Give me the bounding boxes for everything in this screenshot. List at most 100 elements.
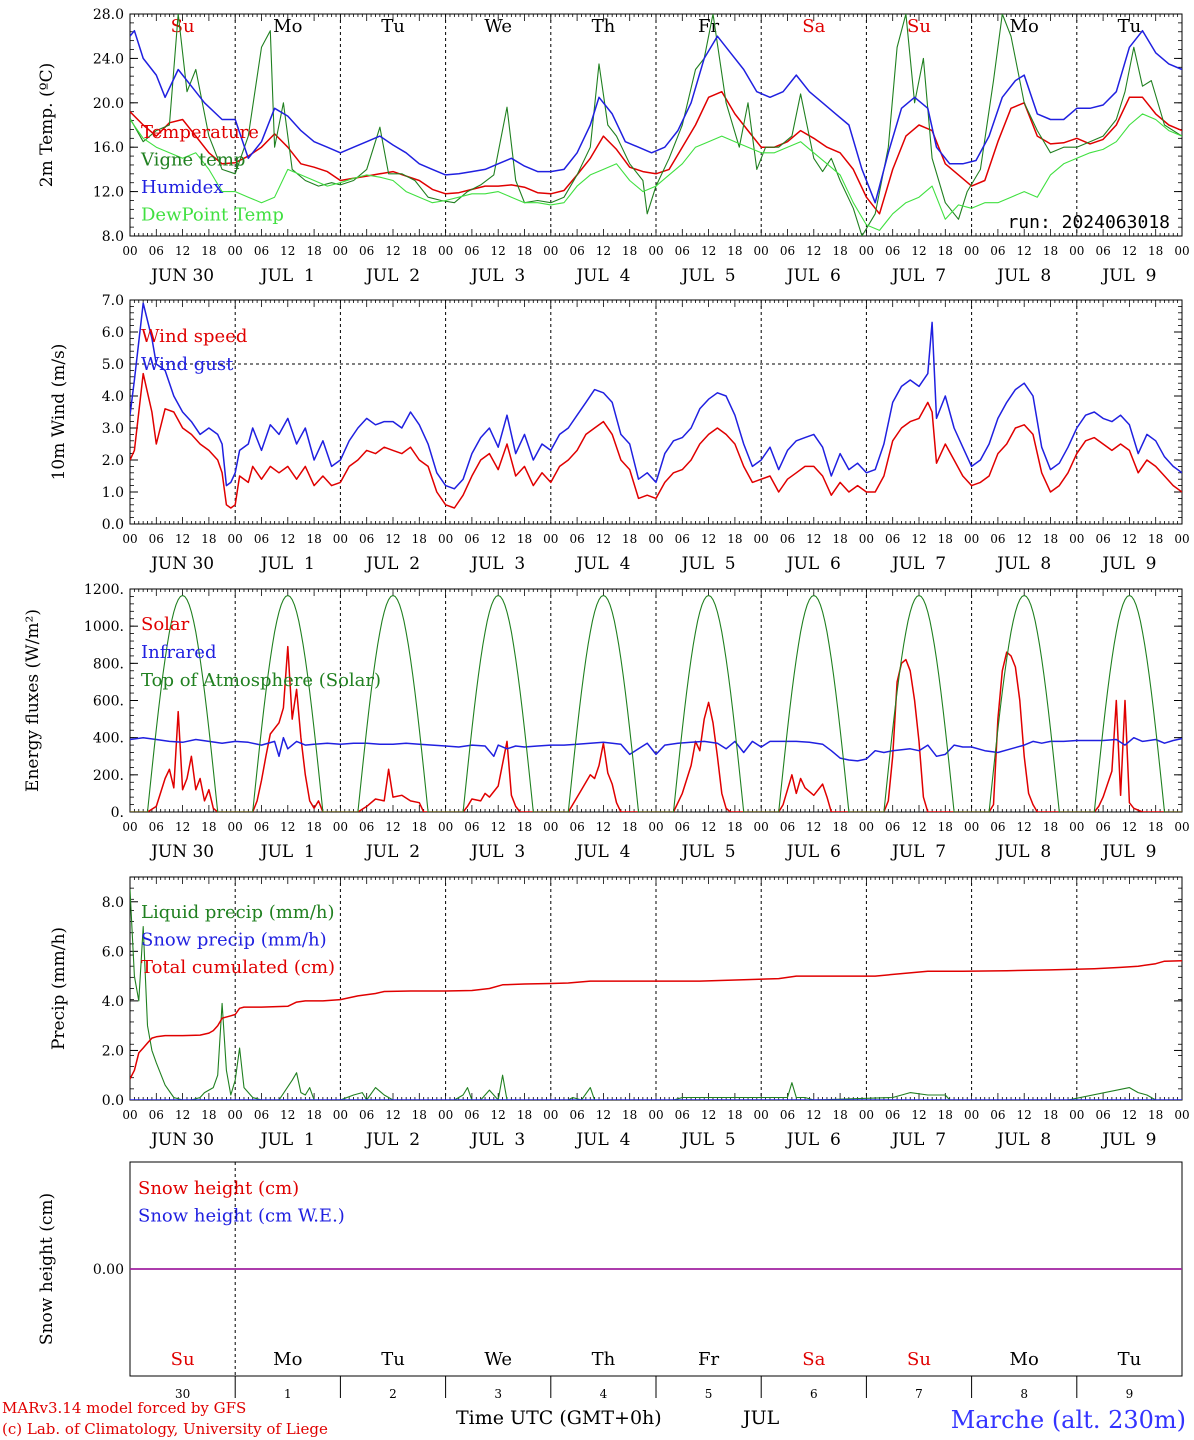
hour-label: 00 [1174,532,1189,546]
date-label: JUL 4 [574,1130,630,1150]
hour-label: 12 [596,820,611,834]
day-number: 1 [284,1387,292,1401]
series-group [130,594,1182,812]
hour-label: 12 [1017,820,1032,834]
y-tick-label: 5.0 [102,357,124,373]
hour-label: 00 [228,532,243,546]
hour-label: 12 [1122,1108,1137,1122]
hour-label: 00 [1069,820,1084,834]
y-tick-label: 1000. [84,619,124,635]
y-tick-label: 0.0 [102,1093,124,1109]
hour-label: 18 [832,244,847,258]
panel-2: 0.0 1.0 2.0 3.0 4.0 5.0 6.0 7.0 10m Wind (m/s) 00… [49,293,1190,574]
hour-label: 12 [1017,1108,1032,1122]
y-axis-label: Snow height (cm) [37,1193,57,1345]
hour-label: 00 [859,820,874,834]
hour-label: 12 [1122,244,1137,258]
hour-label: 12 [806,820,821,834]
y-tick-label: 1200. [84,582,124,598]
legend-infrared: Infrared [141,642,216,663]
date-label: JUN 30 [149,1130,214,1150]
hour-label: 06 [569,1108,584,1122]
hour-label: 06 [885,532,900,546]
hour-label: 18 [201,244,216,258]
lab-credit: (c) Lab. of Climatology, University of L… [2,1420,328,1438]
y-tick-label: 20.0 [93,96,124,112]
hour-label: 00 [333,244,348,258]
hour-label: 00 [1174,1108,1189,1122]
hour-label: 12 [385,1108,400,1122]
y-tick-label: 8.0 [102,895,124,911]
hour-label: 00 [543,532,558,546]
hour-label: 12 [596,1108,611,1122]
hour-label: 06 [359,532,374,546]
hour-label: 00 [543,244,558,258]
panel-1: 8.0 12.0 16.0 20.0 24.0 28.0 2m Temp. (ºC) 00 06… [37,7,1190,286]
y-tick-label: 16.0 [93,140,124,156]
hour-label: 18 [306,1108,321,1122]
run-label: run: 2024063018 [1007,212,1170,233]
hour-label: 06 [254,820,269,834]
hour-label: 18 [517,244,532,258]
panel-4: 0.0 2.0 4.0 6.0 8.0 Precip (mm/h) 00 06 12 18 JUN … [49,876,1190,1150]
date-label: JUL 5 [680,554,736,574]
y-tick-label: 0.0 [102,517,124,533]
hour-label: 00 [122,820,137,834]
hour-label: 00 [1069,244,1084,258]
hour-label: 06 [1095,244,1110,258]
hour-label: 12 [491,244,506,258]
panel-3: 0. 200. 400. 600. 800. 1000. 1200. Energy fluxe… [23,582,1190,862]
day-name: Fr [698,1349,719,1370]
hour-label: 12 [385,820,400,834]
y-axis-label: Energy fluxes (W/m²) [23,609,43,792]
series-group [130,14,1182,236]
hour-label: 18 [727,244,742,258]
day-name: Su [171,16,195,37]
hour-label: 12 [280,532,295,546]
series-humidex [130,29,1182,204]
date-label: JUL 6 [785,554,841,574]
hour-label: 12 [175,1108,190,1122]
legend-snow-height-cm: Snow height (cm) [138,1178,299,1199]
day-name: Sa [802,16,825,37]
y-axis-label: 2m Temp. (ºC) [37,63,57,188]
legend-temperature: Temperature [141,122,259,143]
hour-label: 00 [648,532,663,546]
hour-label: 00 [438,244,453,258]
hour-label: 06 [254,244,269,258]
hour-label: 06 [254,532,269,546]
hour-label: 12 [911,244,926,258]
day-number: 4 [600,1387,608,1401]
hour-label: 00 [333,532,348,546]
hour-label: 00 [859,1108,874,1122]
hour-label: 12 [701,1108,716,1122]
hour-label: 00 [122,1108,137,1122]
hour-label: 18 [412,244,427,258]
hour-label: 06 [675,532,690,546]
legend-wind-speed: Wind speed [141,326,247,347]
y-tick-label: 200. [93,768,124,784]
hour-label: 06 [885,1108,900,1122]
hour-label: 00 [122,532,137,546]
hour-label: 00 [648,820,663,834]
panels: 8.012.016.020.024.028.02m Temp. (ºC)00 06… [23,7,1190,1401]
series-top-of-atmosphere-solar [130,594,1182,812]
hour-label: 18 [832,1108,847,1122]
month-label: JUL [741,1407,780,1429]
hour-label: 06 [569,244,584,258]
legend-dewpoint-temp: DewPoint Temp [141,205,284,226]
hour-label: 18 [622,244,637,258]
day-name: Mo [1010,16,1039,37]
y-tick-label: 4.0 [102,389,124,405]
y-tick-label: 2.0 [102,453,124,469]
date-label: JUL 2 [364,1130,420,1150]
hour-label: 18 [1043,1108,1058,1122]
hour-label: 00 [438,820,453,834]
hour-label: 18 [938,820,953,834]
hour-label: 18 [1043,532,1058,546]
hour-label: 18 [1043,244,1058,258]
hour-label: 00 [543,1108,558,1122]
hour-label: 12 [911,820,926,834]
panel-5: 0.00 Snow height (cm) Su Mo Tu We Th Fr Sa Su Mo Tu… [37,1161,1183,1401]
